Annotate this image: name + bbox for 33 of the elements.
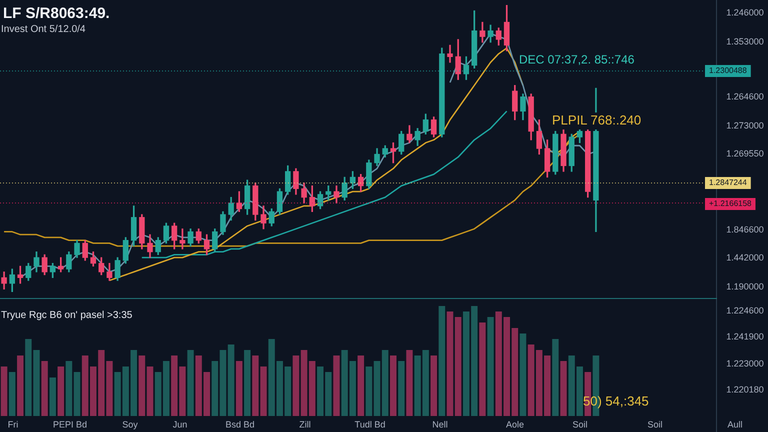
text: 1.223000 [726, 358, 764, 368]
annotation: 50) 54,:345 [583, 394, 649, 409]
text: 1.442000 [726, 252, 764, 262]
text: 1.846600 [726, 224, 764, 234]
annotation: PLPIL 768:.240 [552, 112, 642, 128]
text: 1.2847244 [709, 178, 748, 188]
text: Invest Ont 5/12.0/4 [1, 24, 86, 35]
text: Fri [8, 419, 18, 430]
text: 1.246000 [726, 7, 764, 18]
text: 1.220180 [726, 384, 764, 394]
text: Jun [172, 419, 188, 430]
text: Soil [647, 419, 663, 430]
text: Nell [432, 419, 448, 430]
text: 1.241900 [726, 331, 764, 342]
text: 1.264600 [726, 91, 764, 102]
text: 1.353000 [726, 36, 764, 46]
text: Soy [122, 419, 138, 430]
text: 1.224600 [726, 305, 764, 316]
text: Zill [299, 419, 311, 430]
text: Aole [506, 419, 524, 430]
text: 1.190000 [726, 281, 764, 292]
annotation: Tryue Rgc B6 on' pasel >3:35 [1, 310, 133, 321]
text: Soil [572, 419, 588, 430]
text: +1.2166158 [709, 199, 752, 208]
text: 1.269550 [726, 148, 764, 158]
text: Bsd Bd [225, 419, 255, 430]
text: PEPI Bd [52, 419, 88, 430]
text: 1.273000 [726, 120, 764, 130]
text: 1.2300488 [709, 66, 748, 76]
annotation: DEC 07:37,2. 85::746 [519, 52, 635, 66]
text: Aull [727, 419, 743, 430]
text: Tudl Bd [354, 419, 386, 430]
chart-title: LF S/R8063:49. [3, 5, 110, 22]
